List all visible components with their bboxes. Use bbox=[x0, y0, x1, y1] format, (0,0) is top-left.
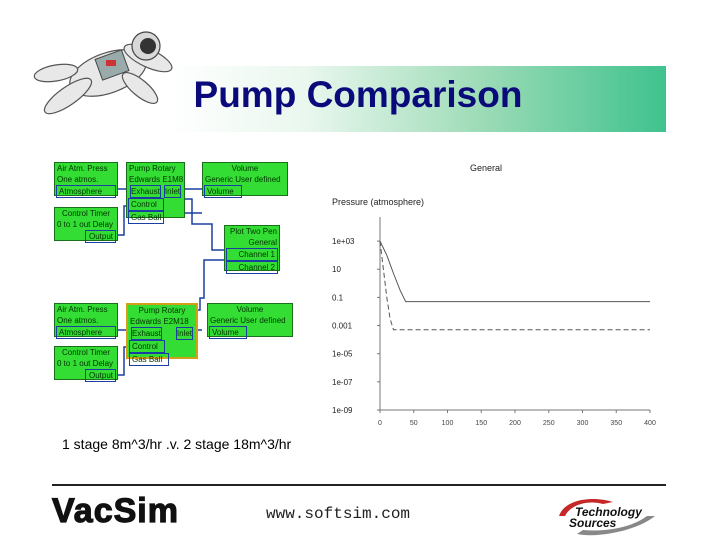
block-label: Edwards E2M18 bbox=[130, 317, 189, 326]
block-label: Air Atm. Press bbox=[57, 305, 108, 314]
chart-x-tick-label: 250 bbox=[543, 420, 555, 427]
chart-x-tick-label: 300 bbox=[577, 420, 589, 427]
logo-text-technology: Technology bbox=[575, 505, 643, 519]
chart-y-axis-label: Pressure (atmosphere) bbox=[332, 197, 424, 207]
block-control-timer-2[interactable]: Control Timer 0 to 1 out Delay Output bbox=[54, 346, 118, 382]
logo-text-sources: Sources bbox=[569, 516, 617, 530]
vacsim-logo: VacSim bbox=[51, 491, 179, 530]
port-inlet[interactable]: Inlet bbox=[175, 327, 193, 340]
pressure-chart: General Pressure (atmosphere) 1e+03 10 0.1… bbox=[332, 163, 656, 427]
chart-y-tick-label: 0.1 bbox=[332, 293, 344, 302]
port-channel-2[interactable]: Channel 2 bbox=[226, 261, 278, 274]
block-label: General bbox=[248, 238, 277, 247]
port-exhaust[interactable]: Exhaust bbox=[131, 327, 162, 340]
port-control[interactable]: Control bbox=[129, 340, 165, 353]
chart-y-tick-label: 1e-07 bbox=[332, 378, 353, 387]
block-volume-2[interactable]: Volume Generic User defined Volume bbox=[207, 303, 293, 339]
block-label: Generic User defined bbox=[210, 316, 286, 325]
title-banner bbox=[168, 66, 666, 132]
block-control-timer-1[interactable]: Control Timer 0 to 1 out Delay Output bbox=[54, 207, 118, 243]
chart-y-tick-label: 0.001 bbox=[332, 322, 353, 331]
port-channel-1[interactable]: Channel 1 bbox=[226, 248, 278, 261]
chart-x-tick-label: 50 bbox=[410, 420, 418, 427]
block-label: 0 to 1 out Delay bbox=[57, 359, 114, 368]
block-label: Volume bbox=[231, 164, 259, 173]
block-label: Pump Rotary bbox=[138, 306, 186, 315]
port-atmosphere[interactable]: Atmosphere bbox=[56, 185, 116, 198]
block-air-atm-2[interactable]: Air Atm. Press One atmos. Atmosphere bbox=[54, 303, 118, 339]
block-label: Control Timer bbox=[61, 348, 110, 357]
block-label: One atmos. bbox=[57, 316, 99, 325]
port-gas-ball[interactable]: Gas Ball bbox=[129, 353, 169, 366]
port-inlet[interactable]: Inlet bbox=[163, 185, 181, 198]
block-label: Generic User defined bbox=[205, 175, 281, 184]
slide-title: Pump Comparison bbox=[193, 74, 523, 115]
website-url[interactable]: www.softsim.com bbox=[266, 505, 411, 523]
port-volume[interactable]: Volume bbox=[209, 326, 247, 339]
chart-x-tick-label: 150 bbox=[475, 420, 487, 427]
chart-y-tick-label: 10 bbox=[332, 265, 341, 274]
chart-series-line-2 bbox=[379, 241, 650, 331]
chart-y-tick-label: 1e-09 bbox=[332, 406, 353, 415]
logo-swoosh bbox=[559, 498, 613, 516]
block-volume-1[interactable]: Volume Generic User defined Volume bbox=[202, 162, 288, 198]
port-row: Exhaust Inlet bbox=[128, 327, 196, 340]
port-row: Exhaust Inlet bbox=[127, 185, 184, 198]
block-label: One atmos. bbox=[57, 175, 99, 184]
block-label: Pump Rotary bbox=[129, 164, 176, 173]
port-output[interactable]: Output bbox=[85, 230, 116, 243]
chart-x-tick-label: 200 bbox=[509, 420, 521, 427]
block-label: Control Timer bbox=[61, 209, 110, 218]
port-gas-ball[interactable]: Gas Ball bbox=[128, 211, 164, 224]
chart-x-tick-label: 0 bbox=[378, 420, 382, 427]
block-label: Edwards E1M8 bbox=[129, 175, 184, 184]
block-label: 0 to 1 out Delay bbox=[57, 220, 114, 229]
chart-series-line-1 bbox=[379, 240, 650, 303]
logo-swoosh-lower bbox=[577, 516, 655, 536]
port-control[interactable]: Control bbox=[128, 198, 164, 211]
block-plot-two-pen[interactable]: Plot Two Pen General Channel 1 Channel 2 bbox=[224, 225, 280, 274]
chart-x-tick-label: 350 bbox=[610, 420, 622, 427]
block-pump-rotary-2[interactable]: Pump Rotary Edwards E2M18 Exhaust Inlet … bbox=[126, 303, 198, 366]
slide-caption: 1 stage 8m^3/hr .v. 2 stage 18m^3/hr bbox=[62, 436, 292, 452]
block-label: Plot Two Pen bbox=[230, 227, 277, 236]
chart-y-tick-label: 1e-05 bbox=[332, 350, 353, 359]
chart-x-tick-label: 400 bbox=[644, 420, 656, 427]
port-volume[interactable]: Volume bbox=[204, 185, 242, 198]
block-pump-rotary-1[interactable]: Pump Rotary Edwards E1M8 Exhaust Inlet C… bbox=[126, 162, 185, 224]
chart-y-tick-label: 1e+03 bbox=[332, 237, 355, 246]
chart-plot-area: 1e+03 10 0.1 0.001 1e-05 1e-07 1e-09 0 50 100 150 2… bbox=[332, 217, 656, 427]
block-diagram: Air Atm. Press One atmos. Atmosphere Pum… bbox=[52, 160, 297, 385]
block-air-atm-1[interactable]: Air Atm. Press One atmos. Atmosphere bbox=[54, 162, 118, 198]
block-label: Air Atm. Press bbox=[57, 164, 108, 173]
port-exhaust[interactable]: Exhaust bbox=[130, 185, 161, 198]
astronaut-image bbox=[33, 31, 173, 115]
port-atmosphere[interactable]: Atmosphere bbox=[56, 326, 116, 339]
technology-sources-logo: Technology Sources bbox=[559, 498, 655, 536]
chart-title: General bbox=[470, 163, 502, 173]
footer-divider bbox=[52, 484, 666, 486]
chart-x-tick-label: 100 bbox=[442, 420, 454, 427]
port-output[interactable]: Output bbox=[85, 369, 116, 382]
block-label: Volume bbox=[236, 305, 264, 314]
